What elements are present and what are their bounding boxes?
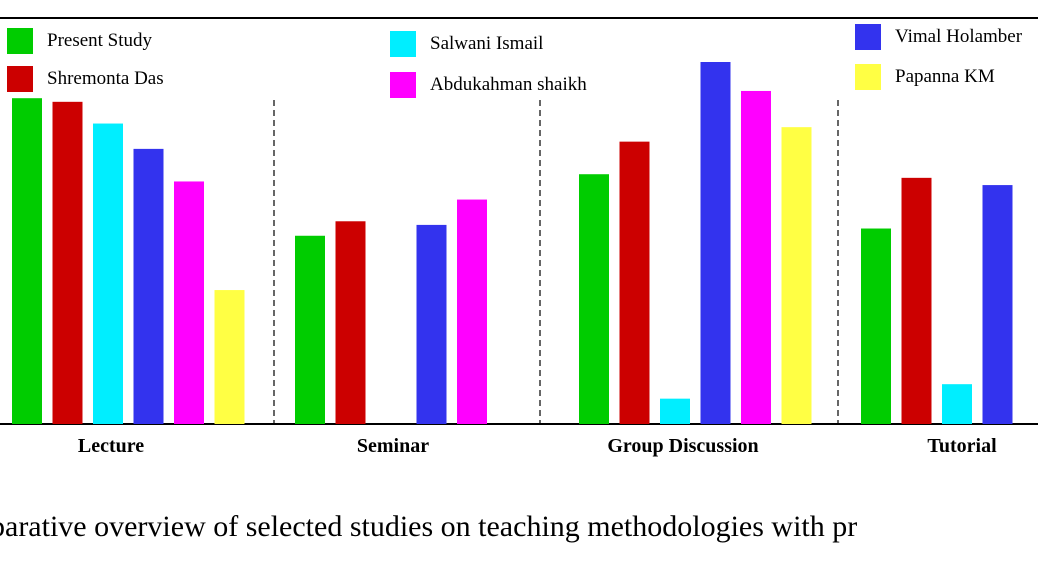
legend: Present Study Shremonta Das Salwani Ismail… xyxy=(7,24,1023,98)
legend-swatch-present-study xyxy=(7,28,33,54)
bar-seminar-present-study xyxy=(295,235,325,424)
bar-group-discussion-present-study xyxy=(579,174,609,424)
legend-swatch-shremonta-das xyxy=(7,66,33,92)
legend-item-abdukahman-shaikh: Abdukahman shaikh xyxy=(390,72,587,98)
bars xyxy=(12,62,1013,425)
legend-label-salwani-ismail: Salwani Ismail xyxy=(430,33,543,54)
category-label-tutorial: Tutorial xyxy=(927,435,997,457)
bar-lecture-shremonta-das xyxy=(52,101,83,424)
bar-lecture-abdukahman-shaikh xyxy=(174,181,204,424)
category-label-lecture: Lecture xyxy=(78,435,144,457)
bar-seminar-abdukahman-shaikh xyxy=(457,199,487,424)
category-label-group-discussion: Group Discussion xyxy=(607,435,758,457)
bar-seminar-vimal-holamber xyxy=(416,224,447,424)
bar-lecture-vimal-holamber xyxy=(133,148,164,424)
legend-label-papanna-km: Papanna KM xyxy=(895,66,995,87)
figure-caption: parative overview of selected studies on… xyxy=(0,510,858,543)
category-label-seminar: Seminar xyxy=(357,435,429,457)
bar-group-discussion-papanna-km xyxy=(781,127,812,424)
bar-seminar-shremonta-das xyxy=(335,221,366,424)
bar-lecture-salwani-ismail xyxy=(93,123,123,424)
bar-group-discussion-salwani-ismail xyxy=(660,398,690,424)
bar-group-discussion-vimal-holamber xyxy=(700,62,731,424)
legend-item-vimal-holamber: Vimal Holamber xyxy=(855,24,1023,50)
legend-swatch-vimal-holamber xyxy=(855,24,881,50)
bar-lecture-present-study xyxy=(12,98,42,424)
legend-item-salwani-ismail: Salwani Ismail xyxy=(390,31,543,57)
legend-swatch-salwani-ismail xyxy=(390,31,416,57)
legend-swatch-abdukahman-shaikh xyxy=(390,72,416,98)
bar-tutorial-shremonta-das xyxy=(901,177,932,424)
legend-label-shremonta-das: Shremonta Das xyxy=(47,68,164,89)
legend-item-present-study: Present Study xyxy=(7,28,153,54)
legend-item-shremonta-das: Shremonta Das xyxy=(7,66,164,92)
category-labels: Lecture Seminar Group Discussion Tutorial xyxy=(78,435,997,457)
bar-tutorial-salwani-ismail xyxy=(942,384,972,424)
legend-swatch-papanna-km xyxy=(855,64,881,90)
bar-lecture-papanna-km xyxy=(214,290,245,424)
bar-group-discussion-abdukahman-shaikh xyxy=(741,90,771,425)
bar-tutorial-vimal-holamber xyxy=(982,185,1013,424)
bar-group-discussion-shremonta-das xyxy=(619,141,650,424)
legend-label-present-study: Present Study xyxy=(47,30,153,51)
legend-item-papanna-km: Papanna KM xyxy=(855,64,995,90)
bar-chart: Lecture Seminar Group Discussion Tutorial P… xyxy=(0,17,1038,457)
legend-label-abdukahman-shaikh: Abdukahman shaikh xyxy=(430,74,587,95)
bar-tutorial-present-study xyxy=(861,228,891,424)
legend-label-vimal-holamber: Vimal Holamber xyxy=(895,26,1023,47)
